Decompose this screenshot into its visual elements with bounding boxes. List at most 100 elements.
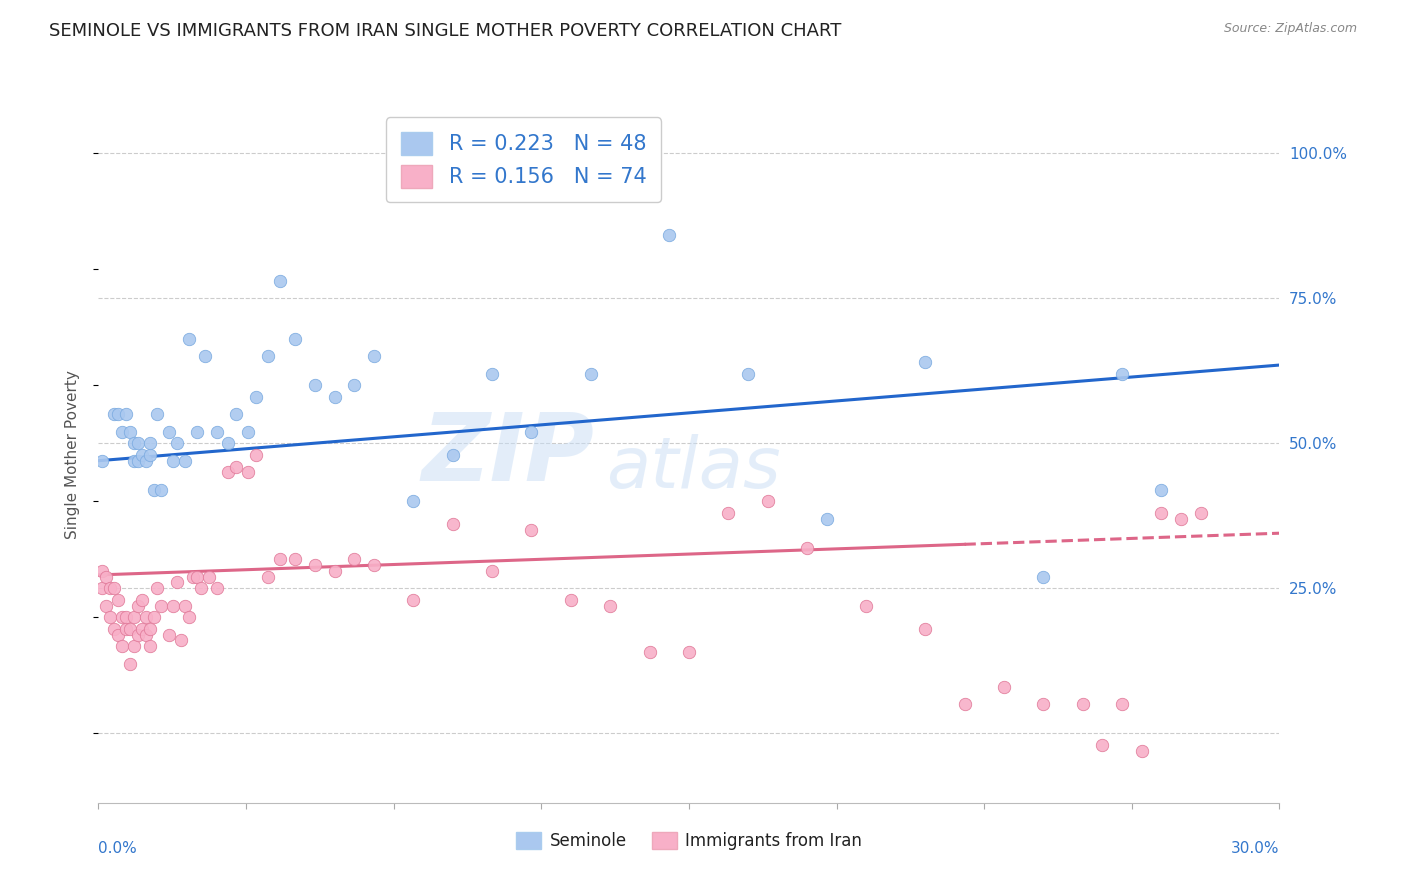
Point xyxy=(914,355,936,369)
Point xyxy=(1130,744,1153,758)
Point xyxy=(138,622,160,636)
Point xyxy=(343,552,366,566)
Point xyxy=(103,407,125,421)
Point xyxy=(118,622,141,636)
Point xyxy=(122,436,145,450)
Point xyxy=(177,610,200,624)
Point xyxy=(993,680,1015,694)
Point xyxy=(1032,698,1054,712)
Point xyxy=(638,645,661,659)
Point xyxy=(150,483,173,497)
Point xyxy=(560,592,582,607)
Point xyxy=(118,657,141,671)
Point xyxy=(170,633,193,648)
Point xyxy=(98,610,121,624)
Point xyxy=(343,378,366,392)
Point xyxy=(658,227,681,242)
Text: 0.0%: 0.0% xyxy=(98,841,138,856)
Point xyxy=(1091,738,1114,752)
Point xyxy=(441,448,464,462)
Point xyxy=(131,622,153,636)
Point xyxy=(177,332,200,346)
Text: SEMINOLE VS IMMIGRANTS FROM IRAN SINGLE MOTHER POVERTY CORRELATION CHART: SEMINOLE VS IMMIGRANTS FROM IRAN SINGLE … xyxy=(49,22,842,40)
Point xyxy=(118,425,141,439)
Point xyxy=(127,453,149,467)
Point xyxy=(402,592,425,607)
Point xyxy=(205,582,228,596)
Point xyxy=(363,558,385,573)
Point xyxy=(678,645,700,659)
Point xyxy=(1071,698,1094,712)
Point xyxy=(186,570,208,584)
Point xyxy=(579,367,602,381)
Point xyxy=(91,453,114,467)
Point xyxy=(127,628,149,642)
Point xyxy=(146,582,169,596)
Point xyxy=(111,425,134,439)
Point xyxy=(157,425,180,439)
Point xyxy=(135,628,157,642)
Point xyxy=(855,599,877,613)
Point xyxy=(111,639,134,653)
Point xyxy=(914,622,936,636)
Point xyxy=(186,425,208,439)
Point xyxy=(142,483,165,497)
Point xyxy=(1150,506,1173,520)
Point xyxy=(225,459,247,474)
Point xyxy=(217,436,239,450)
Point xyxy=(107,628,129,642)
Point xyxy=(91,564,114,578)
Point xyxy=(756,494,779,508)
Point xyxy=(284,332,307,346)
Point xyxy=(236,425,259,439)
Point xyxy=(304,558,326,573)
Point xyxy=(135,610,157,624)
Point xyxy=(107,592,129,607)
Text: ZIP: ZIP xyxy=(422,409,595,501)
Point xyxy=(284,552,307,566)
Point xyxy=(225,407,247,421)
Point xyxy=(131,592,153,607)
Point xyxy=(122,453,145,467)
Point xyxy=(481,564,503,578)
Point xyxy=(98,582,121,596)
Point xyxy=(717,506,740,520)
Point xyxy=(166,436,188,450)
Point xyxy=(138,448,160,462)
Point xyxy=(323,564,346,578)
Point xyxy=(181,570,204,584)
Point xyxy=(127,436,149,450)
Point xyxy=(174,453,197,467)
Point xyxy=(111,610,134,624)
Point xyxy=(162,599,184,613)
Point xyxy=(1170,511,1192,525)
Point xyxy=(520,425,543,439)
Point xyxy=(197,570,219,584)
Point xyxy=(115,622,138,636)
Point xyxy=(256,349,278,364)
Point xyxy=(166,575,188,590)
Point xyxy=(138,639,160,653)
Point xyxy=(269,552,291,566)
Point xyxy=(162,453,184,467)
Point xyxy=(1150,483,1173,497)
Point xyxy=(245,390,267,404)
Text: atlas: atlas xyxy=(606,434,780,503)
Point xyxy=(815,511,838,525)
Point xyxy=(115,610,138,624)
Point xyxy=(520,523,543,537)
Point xyxy=(146,407,169,421)
Point xyxy=(796,541,818,555)
Point xyxy=(107,407,129,421)
Point xyxy=(122,610,145,624)
Point xyxy=(150,599,173,613)
Point xyxy=(236,466,259,480)
Point xyxy=(190,582,212,596)
Text: Source: ZipAtlas.com: Source: ZipAtlas.com xyxy=(1223,22,1357,36)
Point xyxy=(96,599,118,613)
Point xyxy=(131,448,153,462)
Point xyxy=(1032,570,1054,584)
Legend: Seminole, Immigrants from Iran: Seminole, Immigrants from Iran xyxy=(509,826,869,857)
Point xyxy=(363,349,385,364)
Point xyxy=(138,436,160,450)
